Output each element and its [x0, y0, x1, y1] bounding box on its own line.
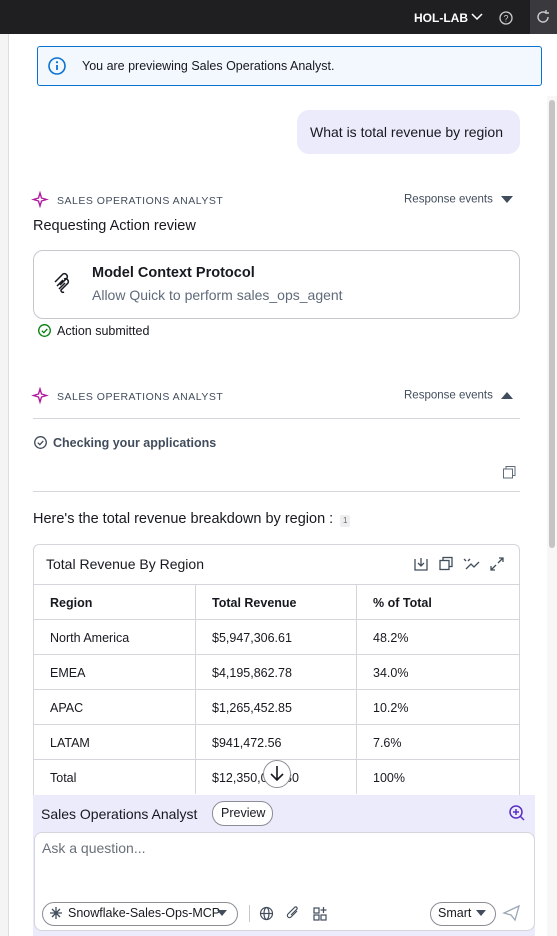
- card-subtitle: Allow Quick to perform sales_ops_agent: [92, 287, 343, 303]
- column-header: % of Total: [373, 595, 432, 610]
- table-cell: $1,265,452.85: [212, 700, 292, 715]
- preview-badge-text: Preview: [221, 805, 266, 820]
- table-cell: $5,947,306.61: [212, 630, 292, 645]
- connector-select[interactable]: [42, 902, 238, 926]
- scroll-down-button[interactable]: [263, 760, 291, 788]
- scrollbar-thumb[interactable]: [549, 100, 555, 548]
- column-header: Region: [50, 595, 93, 610]
- citation[interactable]: 1: [340, 515, 351, 527]
- column-header: Total Revenue: [212, 595, 297, 610]
- svg-text:?: ?: [503, 14, 508, 24]
- table-title: Total Revenue By Region: [46, 556, 204, 572]
- preview-badge: [212, 801, 273, 826]
- help-icon[interactable]: ?: [499, 11, 513, 25]
- events-toggle[interactable]: [501, 392, 513, 399]
- agent-icon: [31, 190, 49, 209]
- question-input[interactable]: [34, 832, 535, 931]
- column-divider: [356, 584, 357, 794]
- mcp-icon: [54, 272, 70, 294]
- response-events[interactable]: Response events: [404, 389, 493, 402]
- mode-name: Smart: [438, 905, 472, 920]
- table-toolbar[interactable]: [414, 556, 504, 571]
- action-card: [33, 250, 520, 319]
- workspace-chevron[interactable]: [471, 13, 483, 21]
- table-cell: 7.6%: [373, 735, 402, 750]
- user-message: What is total revenue by region: [310, 124, 503, 140]
- workspace-name[interactable]: HOL-LAB: [414, 11, 468, 25]
- table-row: [33, 654, 520, 690]
- divider: [33, 491, 520, 492]
- top-bar: [0, 0, 557, 34]
- mode-caret: [476, 910, 486, 916]
- table-cell: EMEA: [50, 665, 86, 680]
- table-cell: Total: [50, 770, 77, 785]
- info-icon: [48, 57, 66, 75]
- table-header-row: [33, 584, 520, 620]
- events-toggle[interactable]: [501, 196, 513, 203]
- table-cell: 48.2%: [373, 630, 409, 645]
- response-events[interactable]: Response events: [404, 193, 493, 206]
- arrow-down-icon: [270, 766, 284, 782]
- table-cell: 34.0%: [373, 665, 409, 680]
- table-cell: 10.2%: [373, 700, 409, 715]
- table-cell: LATAM: [50, 735, 90, 750]
- success-icon: [38, 324, 51, 337]
- table-row: [33, 619, 520, 655]
- composer-agent: Sales Operations Analyst: [41, 806, 198, 822]
- connector-icon: [50, 907, 62, 919]
- table-row: [33, 689, 520, 725]
- input-tools[interactable]: [259, 906, 330, 921]
- mode-select[interactable]: [430, 902, 496, 926]
- agent-icon: [31, 386, 49, 405]
- send-button[interactable]: [502, 904, 521, 922]
- table-cell: $941,472.56: [212, 735, 282, 750]
- user-bubble: [297, 110, 520, 154]
- separator: [249, 905, 250, 922]
- info-banner: [37, 46, 542, 86]
- action-status: Action submitted: [57, 323, 150, 338]
- left-rail: [0, 34, 9, 936]
- copy-icon[interactable]: [503, 466, 516, 479]
- table-cell: North America: [50, 630, 130, 645]
- table-cell: 100%: [373, 770, 405, 785]
- refresh-button[interactable]: [530, 0, 557, 34]
- table-row: [33, 724, 520, 760]
- response-heading: Requesting Action review: [33, 217, 196, 234]
- connector-name: Snowflake-Sales-Ops-MCP: [68, 905, 221, 920]
- step-text: Checking your applications: [53, 435, 217, 450]
- answer-text: Here's the total revenue breakdown by re…: [33, 510, 334, 527]
- new-chat-icon[interactable]: [509, 805, 525, 821]
- input-placeholder: Ask a question...: [42, 840, 146, 856]
- column-divider: [195, 584, 196, 794]
- table-cell: $4,195,862.78: [212, 665, 292, 680]
- table-cell: APAC: [50, 700, 84, 715]
- banner-text: You are previewing Sales Operations Anal…: [82, 58, 335, 73]
- refresh-icon: [537, 10, 549, 23]
- table-row: [33, 759, 520, 795]
- agent-label: SALES OPERATIONS ANALYST: [57, 390, 224, 403]
- card-title: Model Context Protocol: [92, 264, 255, 281]
- step-icon: [34, 436, 47, 449]
- connector-caret: [217, 910, 227, 916]
- divider: [33, 418, 520, 419]
- agent-label: SALES OPERATIONS ANALYST: [57, 194, 224, 207]
